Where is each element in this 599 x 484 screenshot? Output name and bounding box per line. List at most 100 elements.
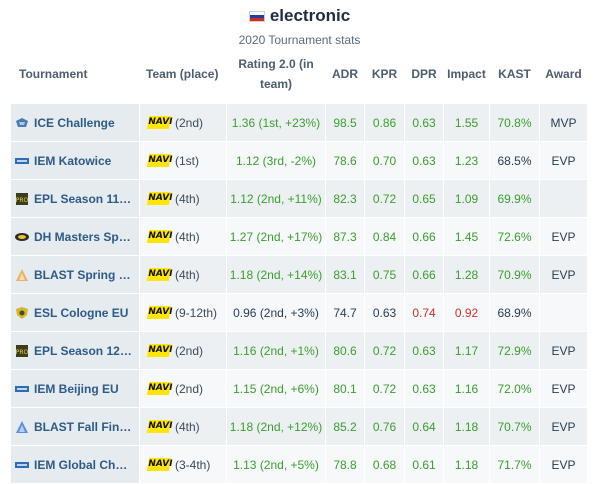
rating-cell: 1.18 (2nd, +14%) (227, 256, 326, 293)
navi-logo-icon[interactable]: NAVI (146, 230, 174, 243)
tournament-link[interactable]: EPL Season 11 EU (34, 191, 134, 206)
tournament-link[interactable]: IEM Global Challenge (34, 457, 134, 472)
navi-logo-icon[interactable]: NAVI (146, 154, 174, 167)
blast-icon (15, 268, 29, 281)
tournament-link[interactable]: IEM Beijing EU (34, 381, 119, 396)
kpr-cell: 0.72 (365, 180, 405, 217)
table-row: DH Masters Spring NAVI (4th) 1.27 (2nd, +17… (11, 218, 587, 256)
team-cell: NAVI (2nd) (140, 370, 227, 407)
team-cell: NAVI (4th) (140, 180, 227, 217)
navi-logo-icon[interactable]: NAVI (146, 192, 174, 205)
tournament-link[interactable]: ICE Challenge (34, 115, 115, 130)
navi-logo-icon[interactable]: NAVI (146, 420, 174, 433)
adr-cell: 87.3 (326, 218, 365, 255)
team-place: (4th) (175, 229, 200, 244)
col-adr: ADR (332, 67, 358, 81)
award-cell (540, 294, 587, 331)
navi-logo-icon[interactable]: NAVI (146, 116, 174, 129)
col-impact: Impact (447, 67, 486, 81)
kpr-cell: 0.63 (365, 294, 405, 331)
navi-logo-icon[interactable]: NAVI (146, 344, 174, 357)
navi-logo-icon[interactable]: NAVI (146, 306, 174, 319)
team-cell: NAVI (4th) (140, 218, 227, 255)
impact-cell: 1.45 (444, 218, 490, 255)
kast-cell: 71.7% (490, 446, 540, 483)
tournament-cell[interactable]: DH Masters Spring (11, 218, 140, 255)
team-place: (9-12th) (175, 305, 218, 320)
award-cell: EVP (551, 343, 576, 358)
rating-cell: 1.12 (3rd, -2%) (227, 142, 326, 179)
tournament-link[interactable]: IEM Katowice (34, 153, 112, 168)
tournament-cell[interactable]: PRO EPL Season 11 EU (11, 180, 140, 217)
tournament-link[interactable]: EPL Season 12 EU (34, 343, 134, 358)
team-place: (2nd) (175, 115, 204, 130)
tournament-cell[interactable]: IEM Global Challenge (11, 446, 140, 483)
rating-cell: 1.12 (2nd, +11%) (227, 180, 326, 217)
tournament-cell[interactable]: IEM Katowice (11, 142, 140, 179)
kast-cell: 72.9% (490, 332, 540, 369)
dpr-cell: 0.64 (405, 408, 444, 445)
tournament-cell[interactable]: IEM Beijing EU (11, 370, 140, 407)
impact-cell: 0.92 (444, 294, 490, 331)
kast-cell: 70.8% (490, 104, 540, 141)
dpr-cell: 0.63 (405, 104, 444, 141)
award-cell: EVP (551, 153, 576, 168)
kpr-cell: 0.68 (365, 446, 405, 483)
team-place: (4th) (175, 267, 200, 282)
impact-cell: 1.18 (444, 408, 490, 445)
tournament-cell[interactable]: BLAST Fall Finals (11, 408, 140, 445)
col-rating: Rating 2.0 (in team) (229, 52, 323, 96)
kast-cell: 68.5% (490, 142, 540, 179)
impact-cell: 1.16 (444, 370, 490, 407)
kpr-cell: 0.72 (365, 332, 405, 369)
table-row: PRO EPL Season 12 EU NAVI (2nd) 1.16 (2nd, +… (11, 332, 587, 370)
col-kpr: KPR (371, 67, 398, 81)
tournament-cell[interactable]: PRO EPL Season 12 EU (11, 332, 140, 369)
tournament-link[interactable]: DH Masters Spring (34, 229, 134, 244)
navi-logo-icon[interactable]: NAVI (146, 382, 174, 395)
award-cell: EVP (551, 229, 576, 244)
kpr-cell: 0.86 (365, 104, 405, 141)
tournament-link[interactable]: BLAST Spring EU (34, 267, 134, 282)
team-cell: NAVI (9-12th) (140, 294, 227, 331)
team-cell: NAVI (4th) (140, 408, 227, 445)
tournament-cell[interactable]: BLAST Spring EU (11, 256, 140, 293)
dreamhack-icon (15, 231, 29, 243)
kpr-cell: 0.84 (365, 218, 405, 255)
kpr-cell: 0.75 (365, 256, 405, 293)
award-cell: MVP (550, 115, 577, 130)
impact-cell: 1.28 (444, 256, 490, 293)
navi-logo-icon[interactable]: NAVI (146, 458, 174, 471)
col-rating-line2: team) (259, 77, 292, 91)
adr-cell: 80.1 (326, 370, 365, 407)
adr-cell: 78.6 (326, 142, 365, 179)
tournament-cell[interactable]: ESL Cologne EU (11, 294, 140, 331)
kast-cell: 72.0% (490, 370, 540, 407)
table-row: PRO EPL Season 11 EU NAVI (4th) 1.12 (2nd, +… (11, 180, 587, 218)
adr-cell: 82.3 (326, 180, 365, 217)
team-place: (1st) (175, 153, 199, 168)
tournament-cell[interactable]: ICE Challenge (11, 104, 140, 141)
tournament-link[interactable]: BLAST Fall Finals (34, 419, 134, 434)
adr-cell: 74.7 (326, 294, 365, 331)
team-place: (3-4th) (175, 457, 211, 472)
table-row: ESL Cologne EU NAVI (9-12th) 0.96 (2nd, +3%… (11, 294, 587, 332)
impact-cell: 1.17 (444, 332, 490, 369)
player-title: electronic (0, 6, 599, 26)
dpr-cell: 0.63 (405, 142, 444, 179)
epl-icon: PRO (15, 192, 29, 205)
stats-table-body: ICE Challenge NAVI (2nd) 1.36 (1st, +23%) 98… (11, 104, 587, 484)
navi-logo-icon[interactable]: NAVI (146, 268, 174, 281)
kpr-cell: 0.72 (365, 370, 405, 407)
table-row: IEM Katowice NAVI (1st) 1.12 (3rd, -2%) 78.6… (11, 142, 587, 180)
subtitle: 2020 Tournament stats (238, 33, 361, 47)
russia-flag-icon (248, 11, 265, 22)
team-place: (2nd) (175, 381, 204, 396)
dpr-cell: 0.74 (405, 294, 444, 331)
kpr-cell: 0.70 (365, 142, 405, 179)
rating-cell: 1.16 (2nd, +1%) (227, 332, 326, 369)
iem-icon (15, 459, 29, 471)
col-team: Team (place) (146, 67, 219, 81)
tournament-link[interactable]: ESL Cologne EU (34, 305, 129, 320)
